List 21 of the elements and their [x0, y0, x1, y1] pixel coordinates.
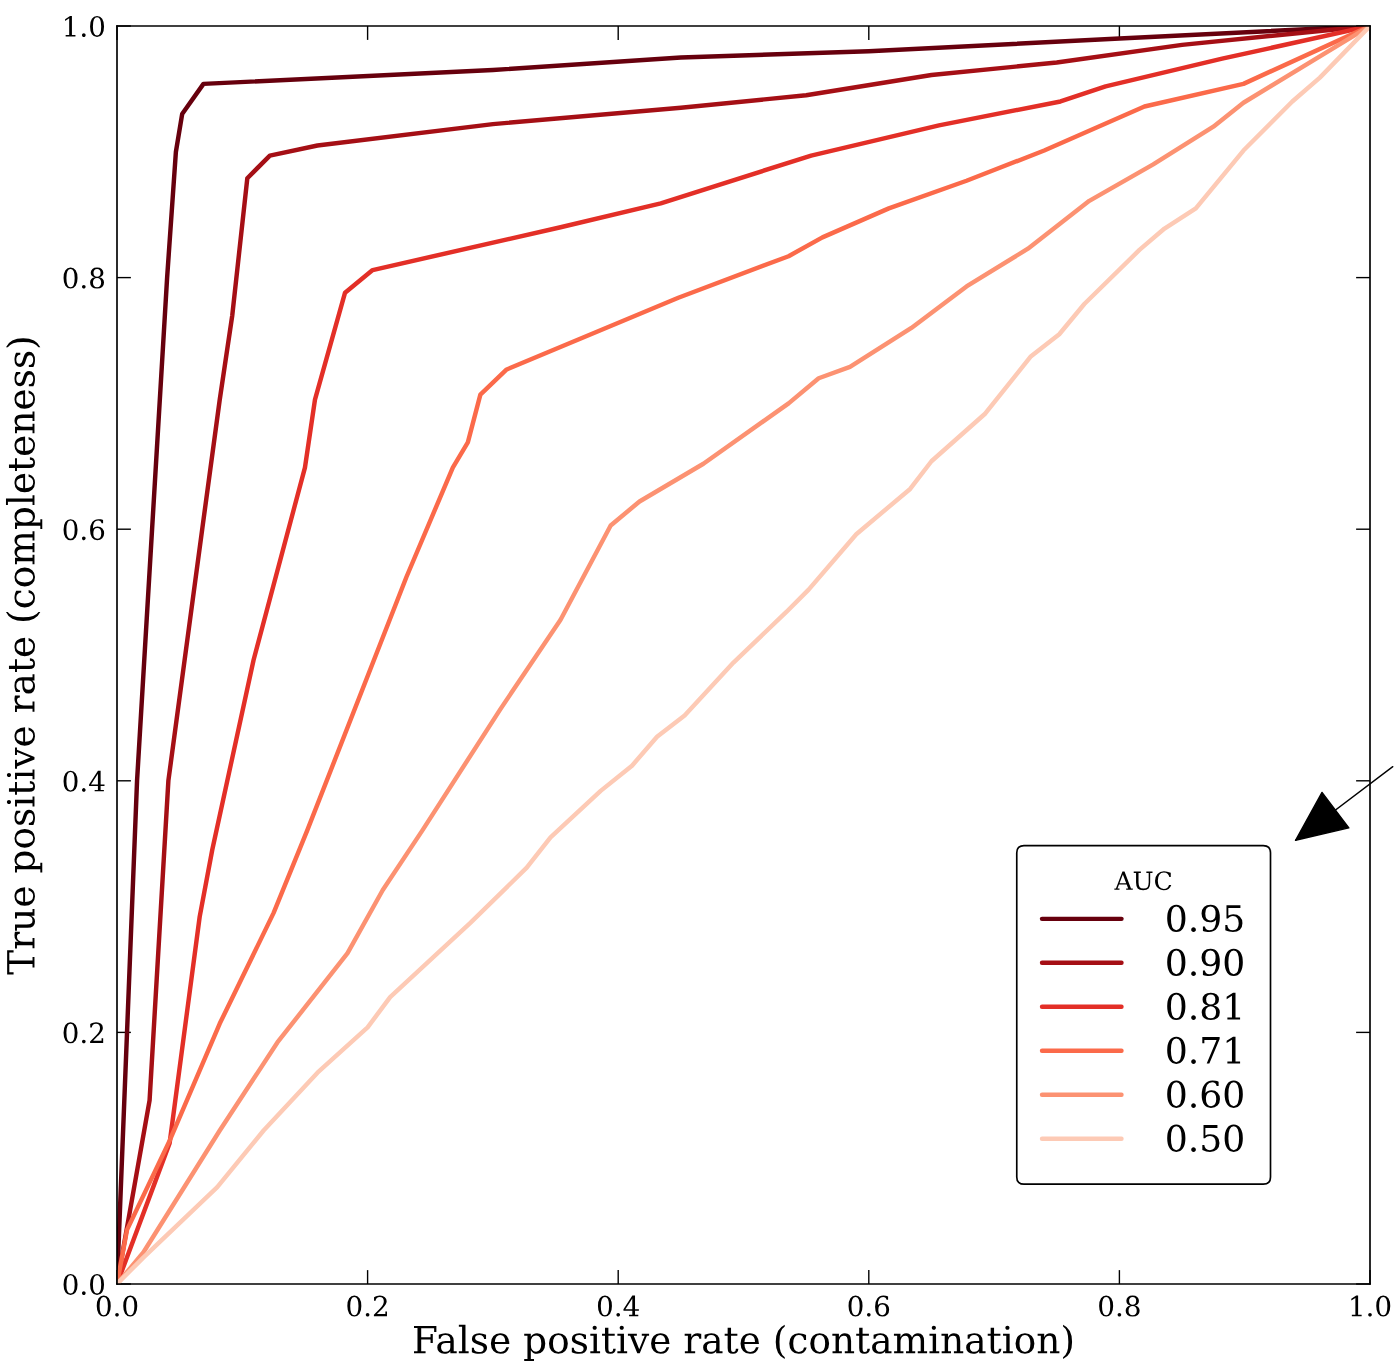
x-axis-title: False positive rate (contamination) — [414, 1324, 1073, 1362]
x-tick-label: 0.8 — [1099, 1295, 1140, 1317]
y-tick-label: 0.4 — [63, 770, 105, 792]
x-tick-label: 0.6 — [848, 1295, 890, 1317]
legend-label: 0.95 — [1167, 904, 1243, 933]
legend-label: 0.60 — [1167, 1080, 1243, 1108]
y-tick-label: 0.0 — [63, 1273, 105, 1295]
y-tick-label: 0.6 — [63, 519, 105, 541]
y-tick-label: 0.8 — [63, 267, 105, 289]
legend-label: 0.81 — [1167, 992, 1241, 1020]
legend-label: 0.71 — [1167, 1036, 1241, 1064]
legend-label: 0.50 — [1167, 1124, 1243, 1152]
legend-title: AUC — [1114, 871, 1172, 891]
x-tick-label: 0.0 — [96, 1295, 138, 1317]
y-axis-title: True positive rate (completeness) — [5, 338, 43, 975]
x-tick-label: 0.2 — [347, 1295, 387, 1317]
x-tick-label: 0.4 — [597, 1295, 639, 1317]
legend-label: 0.90 — [1167, 948, 1243, 976]
y-tick-label: 1.0 — [65, 15, 105, 37]
y-tick-label: 0.2 — [63, 1022, 104, 1044]
x-tick-label: 1.0 — [1351, 1295, 1391, 1317]
